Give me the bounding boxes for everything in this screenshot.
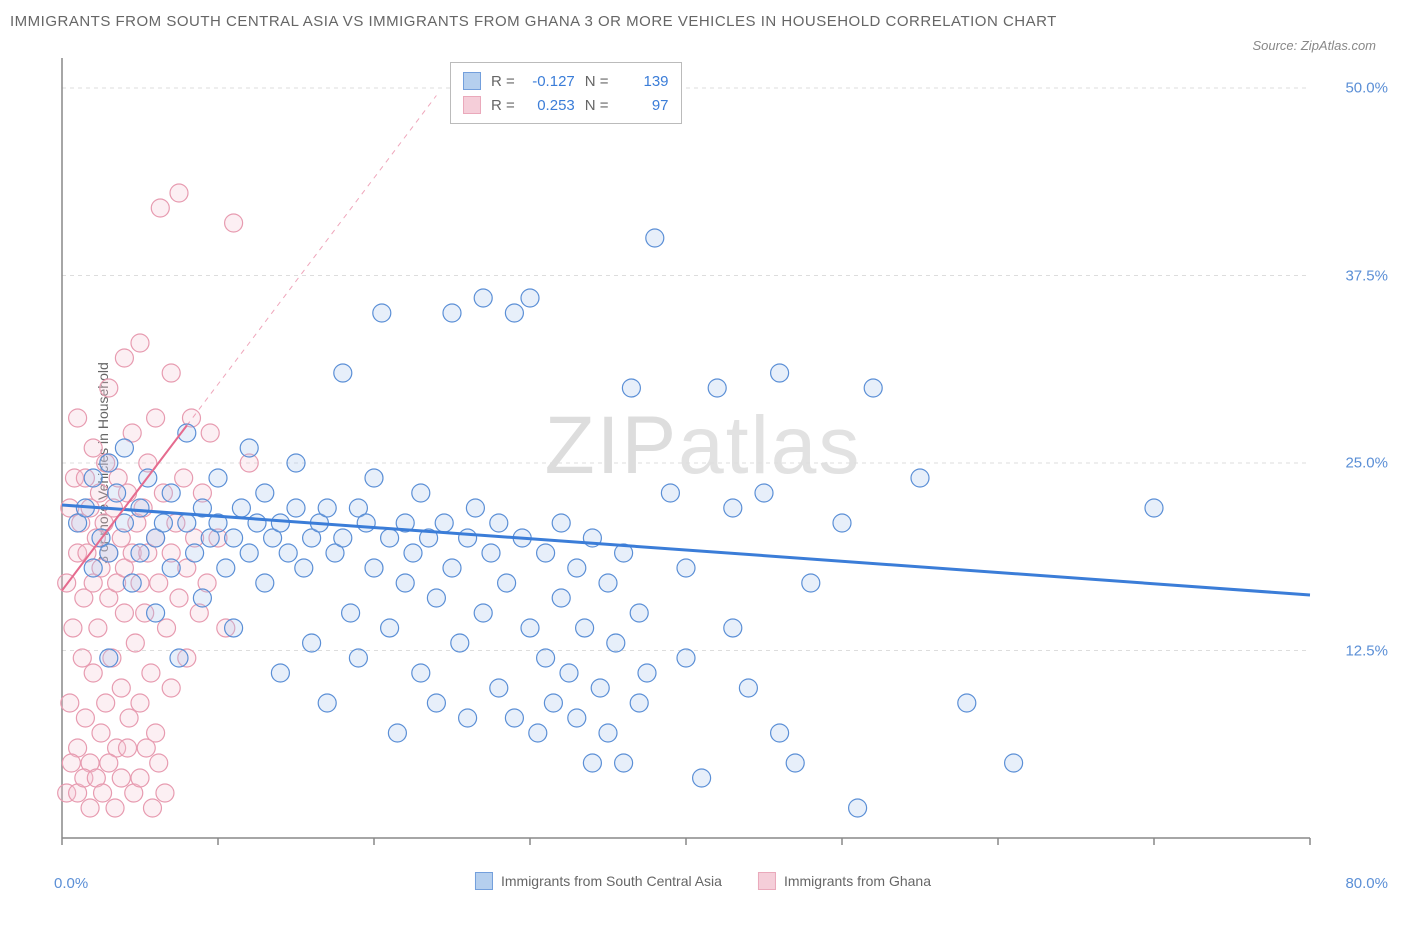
stat-row-scasia: R = -0.127 N = 139 [463,69,669,93]
legend-item-ghana: Immigrants from Ghana [758,872,931,890]
correlation-chart: IMMIGRANTS FROM SOUTH CENTRAL ASIA VS IM… [10,10,1396,888]
stat-row-ghana: R = 0.253 N = 97 [463,93,669,117]
x-axis-min-label: 0.0% [54,875,88,892]
legend-label-ghana: Immigrants from Ghana [784,873,931,889]
x-axis-max-label: 80.0% [1345,875,1388,892]
stat-r-ghana: 0.253 [525,97,575,114]
stat-n-ghana: 97 [619,97,669,114]
legend-label-scasia: Immigrants from South Central Asia [501,873,722,889]
stat-r-label: R = [491,73,515,90]
scatter-svg [10,38,1396,888]
legend-swatch-ghana [758,872,776,890]
bottom-legend: Immigrants from South Central Asia Immig… [475,872,931,890]
stat-n-scasia: 139 [619,73,669,90]
y-tick-label: 50.0% [1345,80,1388,97]
legend-item-scasia: Immigrants from South Central Asia [475,872,722,890]
stat-r-label-2: R = [491,97,515,114]
stat-n-label: N = [585,73,609,90]
swatch-ghana [463,96,481,114]
stat-n-label-2: N = [585,97,609,114]
swatch-scasia [463,72,481,90]
y-tick-label: 25.0% [1345,455,1388,472]
stat-r-scasia: -0.127 [525,73,575,90]
chart-title: IMMIGRANTS FROM SOUTH CENTRAL ASIA VS IM… [10,10,1396,34]
stats-legend-box: R = -0.127 N = 139 R = 0.253 N = 97 [450,62,682,124]
y-tick-label: 37.5% [1345,267,1388,284]
plot-area: 3 or more Vehicles in Household ZIPatlas… [10,38,1396,888]
legend-swatch-scasia [475,872,493,890]
y-tick-label: 12.5% [1345,642,1388,659]
